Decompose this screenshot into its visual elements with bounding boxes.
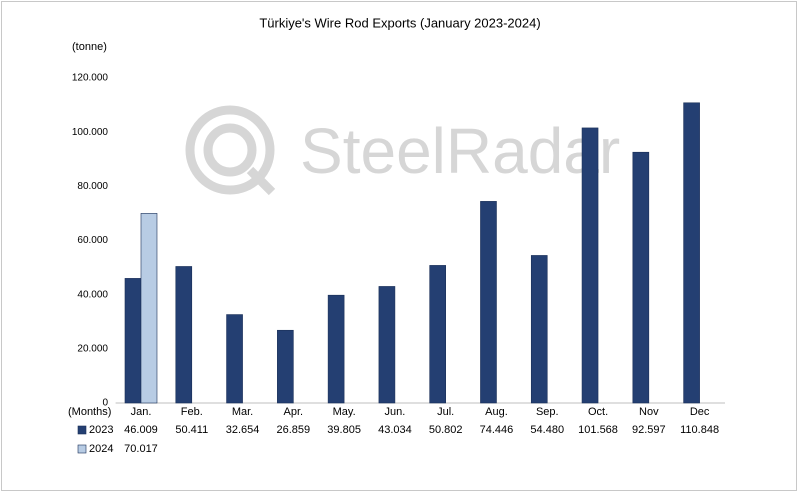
chart-title: Türkiye's Wire Rod Exports (January 2023… bbox=[259, 15, 540, 30]
legend-swatch bbox=[77, 444, 87, 454]
data-label: 74.446 bbox=[480, 424, 514, 436]
data-label: 43.034 bbox=[378, 424, 412, 436]
watermark-logo bbox=[185, 105, 276, 196]
bar bbox=[530, 255, 548, 404]
data-label: 92.597 bbox=[632, 424, 666, 436]
x-tick-label: May. bbox=[333, 406, 356, 418]
bar bbox=[124, 278, 142, 404]
data-label: 110.848 bbox=[680, 424, 719, 436]
bar bbox=[429, 265, 446, 404]
watermark: SteelRadar bbox=[300, 115, 620, 187]
data-label: 50.411 bbox=[175, 424, 208, 436]
y-tick-label: 40.000 bbox=[77, 289, 108, 300]
y-axis-label: (tonne) bbox=[72, 41, 107, 53]
bar bbox=[277, 329, 294, 404]
data-label: 26.859 bbox=[277, 424, 311, 436]
bar bbox=[175, 266, 193, 404]
x-tick-label: Mar. bbox=[232, 406, 253, 418]
bar bbox=[581, 127, 599, 404]
data-label: 54.480 bbox=[530, 424, 564, 436]
bar bbox=[226, 314, 243, 404]
y-tick-label: 80.000 bbox=[77, 181, 108, 192]
legend-label: 2023 bbox=[89, 424, 113, 436]
x-tick-label: Nov bbox=[639, 406, 659, 418]
bar bbox=[140, 213, 158, 404]
legend-swatch bbox=[77, 425, 87, 435]
x-tick-label: Oct. bbox=[588, 406, 608, 418]
x-axis-label: (Months) bbox=[68, 406, 111, 418]
data-label: 70.017 bbox=[124, 443, 158, 455]
y-tick-label: 120.000 bbox=[72, 73, 109, 84]
bar bbox=[632, 151, 650, 404]
data-label: 50.802 bbox=[429, 424, 463, 436]
bar bbox=[683, 102, 700, 404]
x-tick-label: Dec bbox=[690, 406, 710, 418]
bar bbox=[327, 294, 345, 404]
data-label: 32.654 bbox=[226, 424, 260, 436]
x-tick-label: Jun. bbox=[385, 406, 406, 418]
data-label: 46.009 bbox=[124, 424, 158, 436]
x-tick-label: Sep. bbox=[536, 406, 559, 418]
y-tick-label: 0 bbox=[102, 398, 108, 409]
data-label: 39.805 bbox=[327, 424, 361, 436]
x-tick-label: Jan. bbox=[131, 406, 152, 418]
y-tick-label: 60.000 bbox=[77, 235, 108, 246]
bar bbox=[480, 201, 497, 404]
y-tick-label: 20.000 bbox=[77, 343, 108, 354]
x-tick-label: Apr. bbox=[284, 406, 304, 418]
x-tick-label: Feb. bbox=[181, 406, 203, 418]
bar bbox=[378, 286, 396, 404]
y-tick-label: 100.000 bbox=[72, 127, 109, 138]
x-tick-label: Jul. bbox=[437, 406, 454, 418]
data-label: 101.568 bbox=[578, 424, 618, 436]
legend-label: 2024 bbox=[89, 443, 113, 455]
x-tick-label: Aug. bbox=[485, 406, 508, 418]
